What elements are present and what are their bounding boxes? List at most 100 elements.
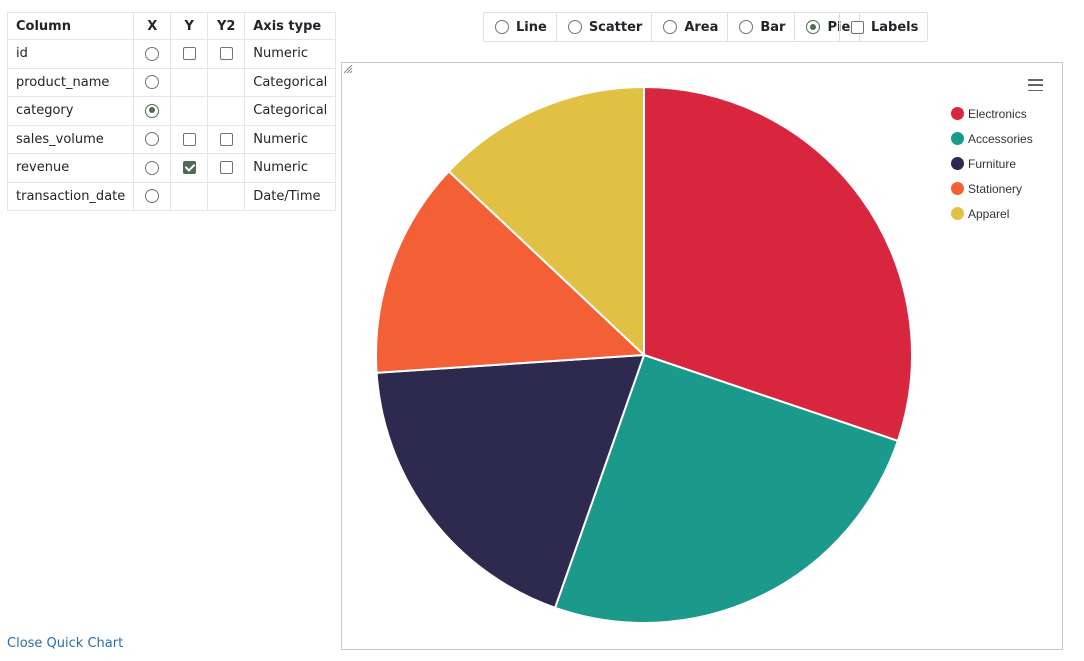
y-cell [170,181,209,211]
chart-panel: Electronics Accessories Furniture Stationer… [341,62,1063,650]
pie-slice-furniture[interactable] [375,353,646,610]
x-cell [133,96,172,126]
x-cell [133,181,172,211]
legend-label: Furniture [968,156,1017,171]
columns-table-header: Column X Y Y2 Axis type [6,12,337,40]
legend-label: Stationery [968,181,1023,196]
chart-type-bar[interactable]: Bar [727,13,794,41]
pie-slice-apparel[interactable] [447,85,645,358]
legend-label: Electronics [968,106,1027,121]
labels-checkbox[interactable] [851,20,864,34]
column-row: category Categorical [6,96,337,126]
y2-cell [207,124,246,154]
legend-marker [951,207,964,220]
column-name: product_name [6,67,135,97]
y2-cell [207,67,246,97]
y2-checkbox[interactable] [219,132,233,146]
legend-label: Accessories [968,131,1033,146]
chart-type-radio[interactable] [806,20,821,34]
axis-type: Numeric [244,124,337,154]
axis-type: Categorical [244,96,337,126]
chart-type-pie[interactable]: Pie [794,13,859,41]
chart-type-scatter[interactable]: Scatter [555,13,652,41]
axis-type: Numeric [244,39,337,69]
y-checkbox[interactable] [182,47,196,61]
pie-slice-accessories[interactable] [553,353,900,624]
header-x: X [133,12,172,40]
legend-item[interactable]: Electronics [951,101,1033,126]
legend-item[interactable]: Furniture [951,151,1033,176]
pie-slice-electronics[interactable] [643,85,913,443]
pie-chart [375,85,913,624]
y-cell [170,67,209,97]
column-row: revenue Numeric [6,153,337,183]
chart-type-label: Area [684,19,719,35]
chart-type-line[interactable]: Line [484,13,556,41]
pie-slice-stationery[interactable] [375,169,647,374]
x-radio[interactable] [145,75,160,90]
x-cell [133,67,172,97]
y2-checkbox[interactable] [219,161,233,175]
column-name: sales_volume [6,124,135,154]
resize-handle-icon[interactable] [342,63,353,74]
y2-cell [207,181,246,211]
axis-type: Numeric [244,153,337,183]
header-y: Y [170,12,209,40]
y-cell [170,124,209,154]
chart-type-label: Scatter [588,19,643,35]
legend-label: Apparel [968,206,1010,221]
y2-checkbox[interactable] [219,47,233,61]
column-name: id [6,39,135,69]
chart-type-label: Line [516,19,547,35]
axis-type: Categorical [244,67,337,97]
x-radio[interactable] [145,103,160,118]
column-name: category [6,96,135,126]
y2-cell [207,39,246,69]
y-cell [170,39,209,69]
column-row: sales_volume Numeric [6,124,337,154]
y-cell [170,96,209,126]
legend-marker [951,132,964,145]
y-cell [170,153,209,183]
x-cell [133,124,172,154]
chart-type-label: Pie [827,19,851,35]
column-row: product_name Categorical [6,67,337,97]
x-cell [133,153,172,183]
column-row: transaction_date Date/Time [6,181,337,211]
x-radio[interactable] [145,132,160,147]
legend-item[interactable]: Stationery [951,176,1033,201]
labels-toggle[interactable]: Labels [839,12,929,42]
x-radio[interactable] [145,160,160,175]
header-column: Column [6,12,135,40]
chart-type-label: Bar [760,19,786,35]
y2-cell [207,153,246,183]
y2-cell [207,96,246,126]
axis-type: Date/Time [244,181,337,211]
y-checkbox[interactable] [182,161,196,175]
x-cell [133,39,172,69]
chart-type-radio[interactable] [739,20,754,34]
chart-type-area[interactable]: Area [651,13,727,41]
x-radio[interactable] [145,46,160,61]
column-name: revenue [6,153,135,183]
hamburger-menu-icon[interactable] [1028,79,1043,91]
header-y2: Y2 [207,12,246,40]
y-checkbox[interactable] [182,132,196,146]
x-radio[interactable] [145,189,160,204]
legend-marker [951,182,964,195]
column-row: id Numeric [6,39,337,69]
legend-marker [951,157,964,170]
columns-table: Column X Y Y2 Axis type id Numeric product… [6,12,337,211]
column-name: transaction_date [6,181,135,211]
header-axis-type: Axis type [244,12,337,40]
chart-type-selector: Line Scatter Area Bar Pie [483,12,861,42]
legend-item[interactable]: Apparel [951,201,1033,226]
labels-toggle-label: Labels [871,19,919,35]
chart-type-radio[interactable] [567,20,582,34]
chart-legend: Electronics Accessories Furniture Stationer… [951,101,1033,226]
legend-marker [951,107,964,120]
chart-type-radio[interactable] [495,20,509,34]
legend-item[interactable]: Accessories [951,126,1033,151]
close-quick-chart-link[interactable]: Close Quick Chart [7,636,124,651]
chart-type-radio[interactable] [663,20,678,34]
